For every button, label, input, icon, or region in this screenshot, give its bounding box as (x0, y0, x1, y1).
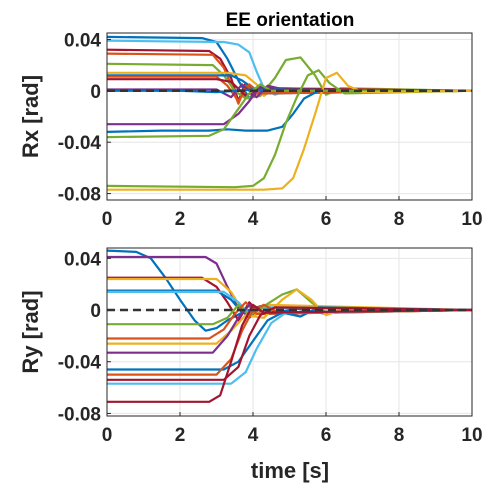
ry-panel: 0.04 0 -0.04 -0.08 0 2 4 6 8 10 Ry [rad] (18, 247, 483, 446)
ry-series-line-9 (107, 288, 472, 345)
ry-series-line-15 (107, 303, 473, 403)
rx-y-tick-label: -0.04 (58, 133, 102, 154)
ry-series-line-8 (107, 301, 473, 340)
rx-y-tick-label: -0.08 (58, 185, 101, 206)
rx-y-tick-labels: 0.04 0 -0.04 -0.08 (58, 30, 111, 206)
rx-y-axis-label: Rx [rad] (18, 75, 43, 158)
ry-x-tick-label: 8 (394, 425, 405, 446)
ry-series-lines (106, 249, 473, 403)
rx-plot-frame (106, 32, 473, 201)
ry-x-tick-label: 10 (461, 425, 482, 446)
ry-x-tick-label: 2 (175, 425, 186, 446)
chart-title: EE orientation (226, 10, 355, 31)
rx-y-tick-label: 0 (90, 82, 101, 103)
ry-series-line-14 (107, 308, 473, 385)
ry-y-tick-label: 0 (90, 301, 101, 322)
rx-x-tick-labels: 0 2 4 6 8 10 (102, 196, 483, 230)
rx-series-lines (106, 35, 473, 191)
ry-series-line-13 (107, 306, 473, 381)
rx-panel: 0.04 0 -0.04 -0.08 0 2 4 6 8 10 Rx [rad] (18, 30, 483, 230)
ry-y-tick-label: 0.04 (64, 249, 101, 270)
rx-y-tick-label: 0.04 (64, 30, 101, 51)
rx-series-line-15 (106, 69, 473, 189)
rx-x-tick-label: 6 (321, 209, 332, 230)
x-axis-label: time [s] (251, 458, 329, 483)
rx-series-line-16 (107, 71, 473, 191)
ry-y-axis-label: Ry [rad] (18, 290, 43, 373)
ry-x-tick-label: 4 (248, 425, 259, 446)
rx-series-line-2 (106, 39, 473, 96)
rx-x-tick-label: 4 (248, 209, 259, 230)
rx-series-line-13 (106, 89, 472, 133)
ry-y-tick-label: -0.04 (58, 353, 102, 374)
ry-x-tick-label: 6 (321, 425, 332, 446)
ry-y-tick-labels: 0.04 0 -0.04 -0.08 (58, 249, 111, 425)
rx-x-tick-label: 0 (102, 209, 113, 230)
ry-y-tick-label: -0.08 (58, 404, 101, 425)
rx-x-tick-label: 8 (394, 209, 405, 230)
ry-plot-frame (106, 247, 473, 417)
ry-series-line-12 (107, 303, 473, 376)
rx-x-tick-label: 10 (461, 209, 482, 230)
ry-x-tick-label: 0 (102, 425, 113, 446)
ry-x-tick-labels: 0 2 4 6 8 10 (102, 412, 483, 446)
rx-x-tick-label: 2 (175, 209, 186, 230)
